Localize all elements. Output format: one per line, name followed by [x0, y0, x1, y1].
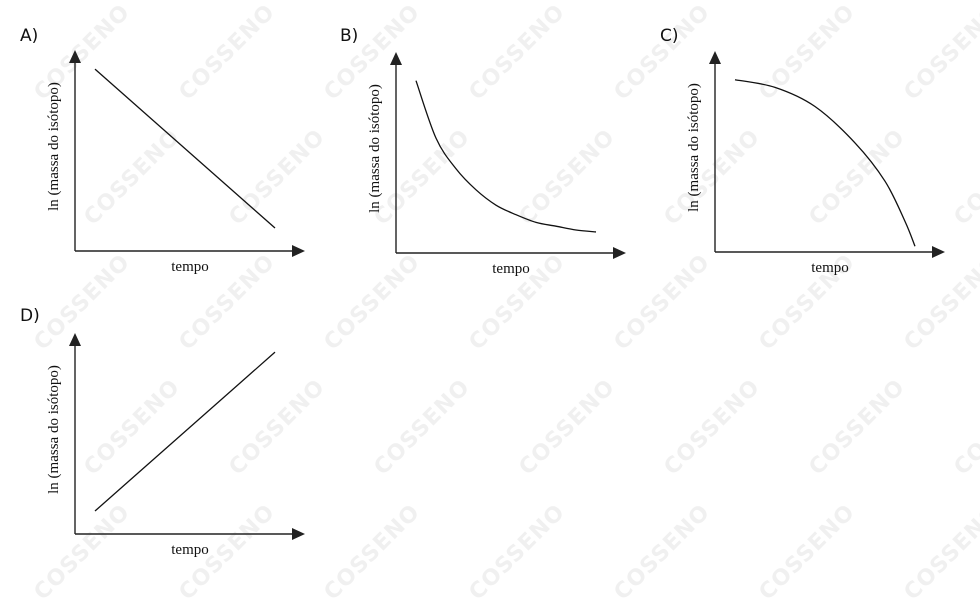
y-axis-arrowhead [69, 333, 81, 346]
y-axis-label: ln (massa do isótopo) [367, 84, 383, 213]
chart-panel: tempo ln (massa do isótopo) [367, 52, 626, 277]
x-axis-arrowhead [932, 246, 945, 258]
y-axis-arrowhead [69, 50, 81, 63]
chart-panel: tempo ln (massa do isótopo) [46, 333, 305, 558]
chart-panel: tempo ln (massa do isótopo) [686, 51, 945, 276]
y-axis-arrowhead [390, 52, 402, 65]
y-axis-arrowhead [709, 51, 721, 64]
x-axis-label: tempo [171, 542, 209, 558]
x-axis-label: tempo [492, 261, 530, 277]
y-axis-label: ln (massa do isótopo) [46, 365, 62, 494]
chart-panel: tempo ln (massa do isótopo) [46, 50, 305, 275]
x-axis-arrowhead [613, 247, 626, 259]
y-axis-label: ln (massa do isótopo) [686, 83, 702, 212]
series-line [94, 351, 276, 512]
x-axis-arrowhead [292, 245, 305, 257]
series-line [734, 79, 916, 247]
panel-letter: C) [660, 26, 679, 46]
panel-letter: B) [340, 26, 359, 46]
x-axis-arrowhead [292, 528, 305, 540]
panel-letter: D) [20, 306, 40, 326]
y-axis-label: ln (massa do isótopo) [46, 82, 62, 211]
x-axis-label: tempo [811, 260, 849, 276]
x-axis-label: tempo [171, 259, 209, 275]
series-line [94, 68, 276, 229]
panel-letter: A) [20, 26, 39, 46]
series-line [415, 80, 597, 233]
